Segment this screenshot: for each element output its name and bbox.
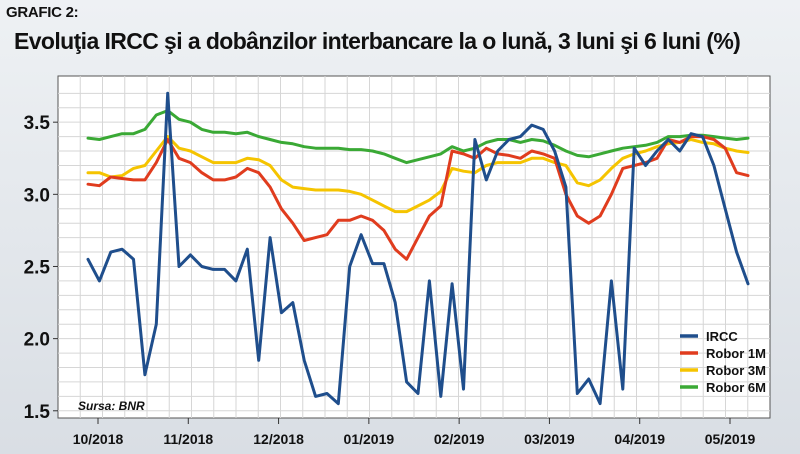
series-line-robor-1m bbox=[86, 135, 750, 261]
legend-label: Robor 6M bbox=[706, 380, 766, 395]
legend-label: Robor 1M bbox=[706, 346, 766, 361]
figure-label: GRAFIC 2: bbox=[6, 4, 79, 21]
series-line-ircc bbox=[86, 91, 750, 406]
x-axis-ticks: 10/2018 11/2018 12/2018 01/2019 02/2019 03/20… bbox=[73, 418, 756, 447]
legend-label: IRCC bbox=[706, 329, 738, 344]
x-tick-label: 05/2019 bbox=[705, 431, 756, 447]
chart-title: Evoluţia IRCC şi a dobânzilor interbanca… bbox=[14, 28, 741, 54]
y-tick-label: 1.5 bbox=[24, 402, 51, 423]
y-tick-label: 2.5 bbox=[24, 257, 51, 278]
x-tick-label: 12/2018 bbox=[253, 431, 304, 447]
y-tick-label: 3.0 bbox=[24, 185, 50, 206]
x-tick-label: 03/2019 bbox=[524, 431, 575, 447]
y-tick-label: 2.0 bbox=[24, 330, 50, 351]
series-lines bbox=[86, 91, 750, 406]
x-tick-label: 04/2019 bbox=[614, 431, 665, 447]
legend: IRCC Robor 1M Robor 3M Robor 6M bbox=[680, 329, 766, 395]
legend-label: Robor 3M bbox=[706, 363, 766, 378]
x-tick-label: 11/2018 bbox=[163, 431, 213, 447]
y-axis-ticks: 1.5 2.0 2.5 3.0 3.5 bbox=[24, 113, 58, 423]
source-label: Sursa: BNR bbox=[78, 399, 145, 413]
x-tick-label: 01/2019 bbox=[344, 431, 395, 447]
x-tick-label: 02/2019 bbox=[434, 431, 485, 447]
series-line-robor-6m bbox=[86, 109, 750, 165]
y-tick-label: 3.5 bbox=[24, 113, 51, 134]
x-tick-label: 10/2018 bbox=[73, 431, 124, 447]
